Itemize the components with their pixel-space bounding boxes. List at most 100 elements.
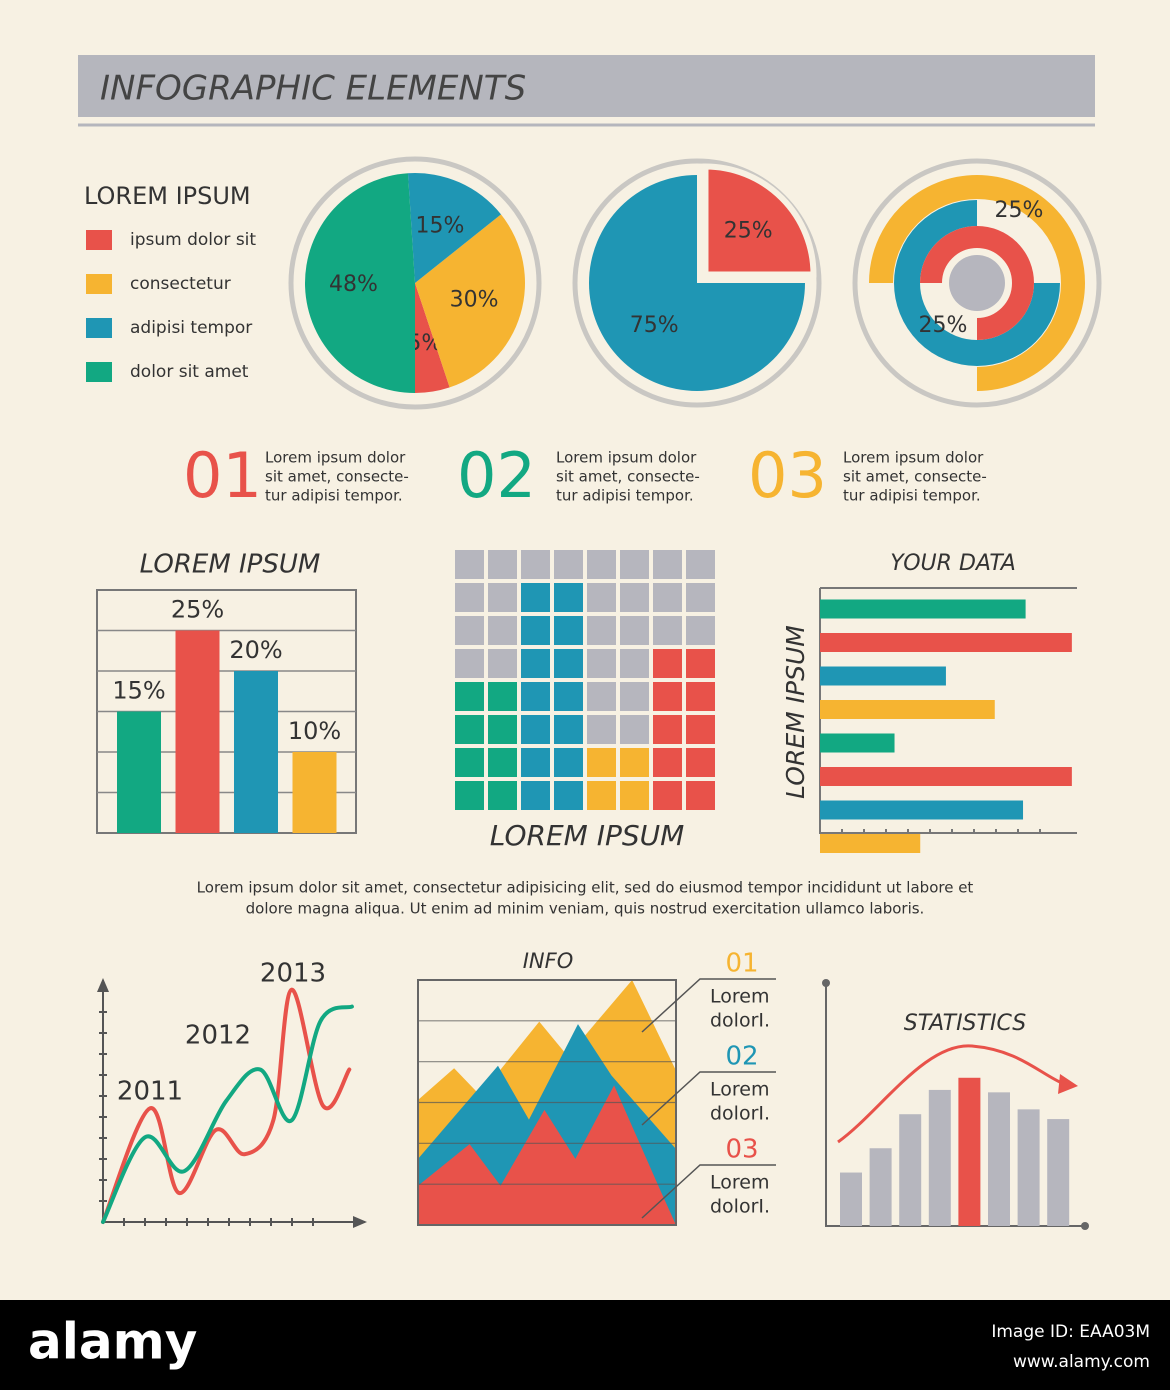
- waffle-cell: [587, 583, 616, 612]
- waffle-cell: [488, 781, 517, 810]
- waffle-cell: [587, 781, 616, 810]
- waffle-cell: [587, 649, 616, 678]
- line-series: [101, 1004, 354, 1224]
- waffle-cell: [554, 550, 583, 579]
- waffle-cell: [587, 616, 616, 645]
- ring-arc: [976, 226, 1034, 340]
- waffle-cell: [455, 583, 484, 612]
- bar: [820, 834, 921, 853]
- waffle-cell: [455, 616, 484, 645]
- footer-image-id: Image ID: EAA03M: [991, 1322, 1150, 1342]
- paragraph-line: Lorem ipsum dolor sit amet, consectetur …: [197, 879, 974, 897]
- bar: [1017, 1109, 1040, 1226]
- waffle-cell: [455, 781, 484, 810]
- waffle-cell: [686, 715, 715, 744]
- waffle-cell: [620, 616, 649, 645]
- bar: [899, 1114, 922, 1226]
- waffle-cell: [488, 583, 517, 612]
- pie-label: 25%: [724, 219, 773, 244]
- plot-frame: [417, 979, 677, 1226]
- waffle-cell: [620, 715, 649, 744]
- hbar-y-label: LOREM IPSUM: [781, 625, 810, 799]
- ring-segment: [976, 175, 1085, 284]
- waffle-cell: [455, 748, 484, 777]
- legend-label: ipsum dolor sit: [130, 230, 256, 250]
- pie-slice: [415, 283, 450, 393]
- legend-title: LOREM IPSUM: [84, 182, 251, 210]
- waffle-cell: [686, 682, 715, 711]
- bar: [117, 711, 161, 833]
- waffle-cell: [554, 649, 583, 678]
- bar-label: 25%: [171, 596, 224, 624]
- legend-swatch: [86, 274, 112, 294]
- line-annotation: 2011: [117, 1077, 183, 1107]
- legend-swatch: [86, 230, 112, 250]
- bar: [820, 599, 1026, 619]
- label-number: 02: [725, 1042, 758, 1072]
- label-number: 01: [725, 949, 758, 979]
- bar-label: 15%: [112, 677, 165, 705]
- waffle-cell: [620, 682, 649, 711]
- bar: [820, 733, 895, 753]
- ring-label: 25%: [919, 313, 968, 338]
- waffle-cell: [620, 550, 649, 579]
- waffle-cell: [521, 583, 550, 612]
- waffle-cell: [521, 550, 550, 579]
- bar-title: LOREM IPSUM: [140, 550, 321, 580]
- waffle-cell: [620, 649, 649, 678]
- waffle-cell: [653, 748, 682, 777]
- line-annotation: 2013: [260, 959, 326, 989]
- step-number: 01: [183, 439, 262, 512]
- pie-slice: [407, 173, 502, 283]
- bar: [1047, 1119, 1070, 1226]
- ring-arc: [920, 226, 978, 284]
- waffle-cell: [653, 715, 682, 744]
- header-bar: [78, 55, 1095, 117]
- bar: [820, 700, 995, 719]
- bar: [840, 1172, 862, 1226]
- pie-slice: [415, 214, 525, 388]
- step-text: Lorem ipsum dolor: [556, 449, 697, 467]
- bar: [820, 666, 946, 686]
- connector: [641, 1071, 776, 1126]
- ring-label: 25%: [995, 198, 1044, 223]
- waffle-cell: [686, 616, 715, 645]
- bar: [928, 1089, 951, 1226]
- pie-label: 48%: [329, 272, 378, 297]
- pie-label: 15%: [415, 214, 464, 239]
- legend-swatch: [86, 318, 112, 338]
- waffle-cell: [455, 649, 484, 678]
- waffle-cell: [521, 781, 550, 810]
- bar: [820, 767, 1072, 786]
- waffle-cell: [455, 715, 484, 744]
- ring-segment: [894, 282, 978, 366]
- step-text: Lorem ipsum dolor: [265, 449, 406, 467]
- pie-slice: [305, 173, 415, 393]
- waffle-cell: [554, 616, 583, 645]
- legend-label: consectetur: [130, 274, 231, 294]
- footer-url: www.alamy.com: [1013, 1352, 1150, 1372]
- label-text: dolorI.: [710, 1010, 770, 1032]
- paragraph-line: dolore magna aliqua. Ut enim ad minim ve…: [246, 900, 925, 918]
- waffle-cell: [653, 550, 682, 579]
- bar-label: 20%: [229, 636, 282, 664]
- connector: [641, 1164, 776, 1219]
- waffle-cell: [686, 550, 715, 579]
- pie-slice: [702, 163, 817, 278]
- waffle-cell: [521, 649, 550, 678]
- stats-title: STATISTICS: [904, 1011, 1026, 1036]
- step-number: 02: [457, 439, 536, 512]
- trend-arrow: [1058, 1074, 1078, 1094]
- bar: [869, 1148, 892, 1226]
- label-text: Lorem: [710, 1079, 769, 1101]
- bar: [175, 630, 220, 833]
- waffle-cell: [587, 682, 616, 711]
- axis-arrow: [97, 978, 109, 992]
- waffle-cell: [686, 748, 715, 777]
- pie-label: 30%: [450, 288, 499, 313]
- waffle-cell: [488, 682, 517, 711]
- header-title: INFOGRAPHIC ELEMENTS: [100, 69, 526, 109]
- step-text: tur adipisi tempor.: [843, 487, 981, 505]
- line-series: [101, 987, 352, 1224]
- waffle-cell: [488, 550, 517, 579]
